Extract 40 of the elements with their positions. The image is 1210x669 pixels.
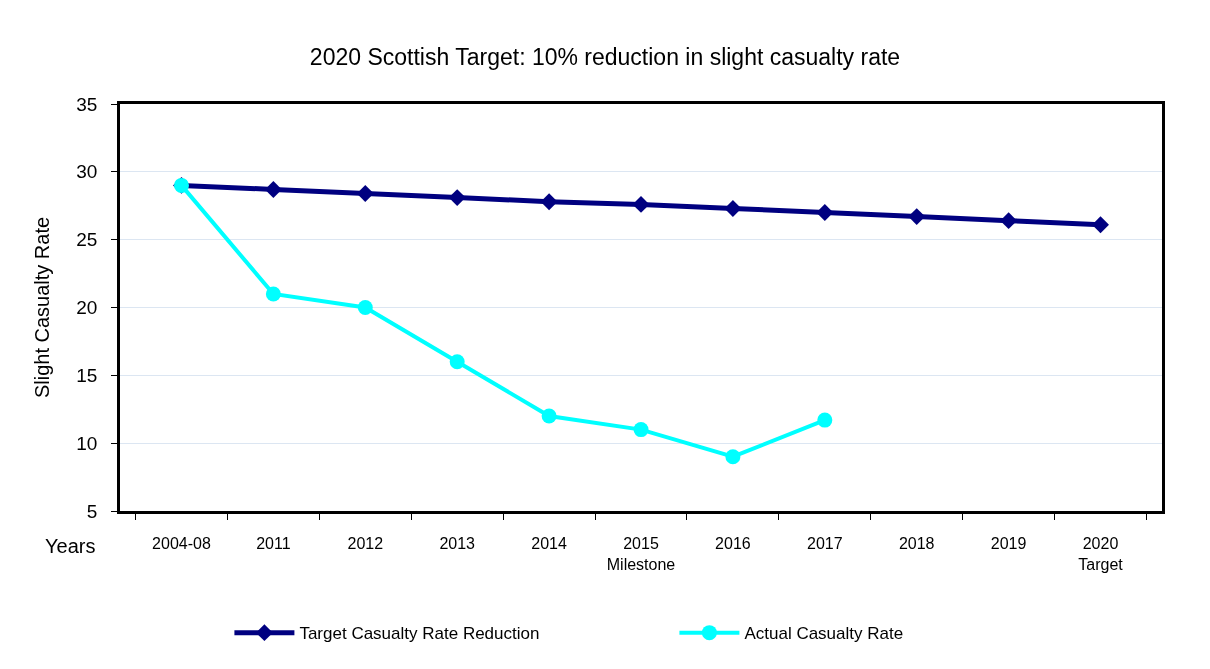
point bbox=[1000, 212, 1018, 230]
point bbox=[908, 208, 926, 226]
point bbox=[724, 200, 742, 217]
x-tick-label: 2015 Milestone bbox=[606, 534, 676, 573]
y-axis-title: Slight Casualty Rate bbox=[30, 216, 53, 399]
x-tick-label: 2011 bbox=[256, 534, 291, 552]
point bbox=[448, 189, 466, 207]
point bbox=[357, 300, 373, 315]
point bbox=[356, 185, 374, 202]
x-tick-label: 2018 bbox=[898, 534, 935, 552]
y-tick-label: 25 bbox=[76, 229, 98, 251]
x-axis-title: Years bbox=[45, 535, 96, 557]
point bbox=[540, 193, 558, 211]
point bbox=[632, 195, 650, 213]
x-tick-label: 2013 bbox=[439, 534, 476, 552]
x-tick-label: 2004-08 bbox=[152, 534, 211, 552]
y-tick-label: 30 bbox=[76, 161, 98, 183]
x-tick-label: 2014 bbox=[531, 534, 567, 552]
x-tick-label: 2020 Target bbox=[1078, 534, 1124, 573]
point bbox=[541, 408, 557, 424]
legend-label: Target Casualty Rate Reduction bbox=[299, 624, 540, 644]
point bbox=[264, 181, 282, 198]
point bbox=[725, 449, 741, 465]
x-tick-label: 2016 bbox=[715, 534, 751, 552]
point bbox=[817, 412, 833, 428]
y-tick-label: 35 bbox=[76, 93, 98, 115]
y-tick-label: 15 bbox=[76, 364, 98, 386]
chart-title: 2020 Scottish Target: 10% reduction in slight casualty rate bbox=[309, 44, 901, 71]
point bbox=[633, 422, 649, 438]
legend-label: Actual Casualty Rate bbox=[744, 624, 904, 644]
point bbox=[449, 354, 465, 370]
x-tick-label: 2019 bbox=[990, 534, 1027, 552]
point bbox=[816, 204, 834, 221]
y-tick-label: 10 bbox=[76, 432, 98, 454]
y-tick-label: 5 bbox=[86, 500, 98, 522]
x-tick-label: 2012 bbox=[347, 534, 384, 552]
x-tick-label: 2017 bbox=[807, 534, 843, 552]
point bbox=[265, 286, 281, 302]
point bbox=[1092, 216, 1109, 234]
y-tick-label: 20 bbox=[76, 297, 98, 319]
